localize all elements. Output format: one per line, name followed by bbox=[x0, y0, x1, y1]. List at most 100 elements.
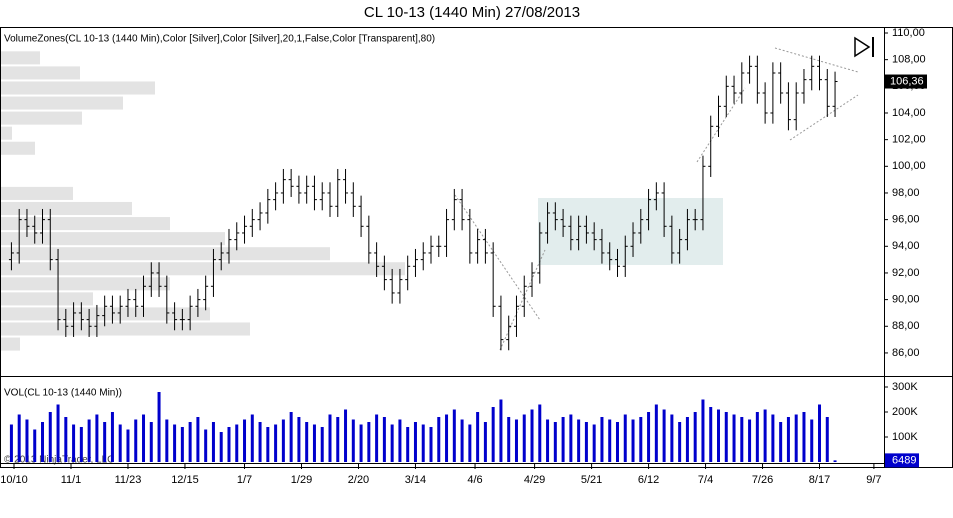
volume-bar bbox=[118, 424, 122, 462]
last-volume-label: 6489 bbox=[892, 454, 916, 466]
volume-bar bbox=[631, 419, 635, 462]
volume-bar bbox=[367, 422, 371, 462]
x-tick-label: 9/7 bbox=[866, 474, 881, 486]
volume-bar bbox=[491, 407, 495, 462]
last-price-box bbox=[885, 74, 927, 89]
volume-bar bbox=[95, 414, 99, 462]
volume-bar bbox=[670, 414, 674, 462]
volume-bar bbox=[235, 424, 239, 462]
volume-bar bbox=[709, 407, 713, 462]
trend-line bbox=[454, 194, 541, 321]
volume-bar bbox=[468, 424, 472, 462]
y-tick-label: 92,00 bbox=[892, 267, 920, 279]
volume-bar bbox=[289, 412, 293, 462]
volume-bar bbox=[615, 422, 619, 462]
scroll-icon[interactable] bbox=[854, 36, 874, 58]
volume-zone bbox=[0, 232, 225, 246]
y-tick-label: 94,00 bbox=[892, 240, 920, 252]
volume-bar bbox=[180, 427, 184, 462]
volume-bar bbox=[243, 419, 247, 462]
y-tick-label: 100,00 bbox=[892, 160, 926, 172]
y-tick-label: 96,00 bbox=[892, 214, 920, 226]
volume-bar bbox=[87, 419, 91, 462]
volume-bar bbox=[833, 460, 837, 462]
volume-zone bbox=[0, 126, 12, 140]
volume-bar bbox=[398, 419, 402, 462]
volume-bar bbox=[639, 417, 643, 462]
volume-bar bbox=[445, 414, 449, 462]
x-tick-label: 10/10 bbox=[0, 474, 28, 486]
volume-zone bbox=[0, 262, 405, 276]
x-tick-label: 7/4 bbox=[698, 474, 713, 486]
volume-bar bbox=[779, 422, 783, 462]
x-tick-label: 12/15 bbox=[171, 474, 199, 486]
y2-tick-label: 200K bbox=[892, 406, 918, 418]
volume-zone bbox=[0, 81, 155, 95]
volume-bar bbox=[382, 417, 386, 462]
volume-bar bbox=[25, 419, 29, 462]
volume-bar bbox=[196, 417, 200, 462]
x-tick-label: 8/17 bbox=[809, 474, 830, 486]
volume-label: VOL(CL 10-13 (1440 Min)) bbox=[4, 388, 122, 399]
volume-bar bbox=[258, 422, 262, 462]
volume-bar bbox=[281, 419, 285, 462]
volume-bar bbox=[530, 409, 534, 462]
trend-line bbox=[499, 249, 546, 351]
volume-bar bbox=[142, 414, 146, 462]
x-tick-label: 6/12 bbox=[638, 474, 659, 486]
x-tick-label: 7/26 bbox=[752, 474, 773, 486]
volume-bar bbox=[716, 409, 720, 462]
last-price-label: 106,36 bbox=[890, 75, 924, 87]
volume-bar bbox=[305, 422, 309, 462]
volume-bar bbox=[79, 427, 83, 462]
volume-bar bbox=[344, 409, 348, 462]
volume-bar bbox=[227, 427, 231, 462]
y-tick-label: 104,00 bbox=[892, 107, 926, 119]
volume-bar bbox=[662, 409, 666, 462]
volume-bar bbox=[413, 422, 417, 462]
volume-bar bbox=[312, 424, 316, 462]
volume-bar bbox=[701, 399, 705, 462]
volume-bar bbox=[103, 422, 107, 462]
volume-bar bbox=[678, 422, 682, 462]
y-tick-label: 88,00 bbox=[892, 320, 920, 332]
volume-bar bbox=[41, 422, 45, 462]
volume-bar bbox=[17, 414, 21, 462]
volume-bar bbox=[437, 417, 441, 462]
volume-zone bbox=[0, 277, 170, 291]
volume-bar bbox=[33, 429, 37, 462]
x-tick-label: 1/7 bbox=[237, 474, 252, 486]
y-tick-label: 90,00 bbox=[892, 294, 920, 306]
volume-bar bbox=[592, 424, 596, 462]
volume-bar bbox=[320, 427, 324, 462]
x-tick-label: 4/6 bbox=[467, 474, 482, 486]
volume-bar bbox=[406, 427, 410, 462]
y2-tick-label: 300K bbox=[892, 381, 918, 393]
volume-bar bbox=[126, 429, 130, 462]
x-tick-label: 1/29 bbox=[291, 474, 312, 486]
indicator-label: VolumeZones(CL 10-13 (1440 Min),Color [S… bbox=[4, 34, 435, 45]
volume-bar bbox=[507, 417, 511, 462]
volume-bar bbox=[771, 414, 775, 462]
last-volume-box bbox=[885, 453, 919, 468]
volume-zone bbox=[0, 186, 73, 200]
volume-bar bbox=[460, 419, 464, 462]
volume-bar bbox=[173, 424, 177, 462]
volume-bar bbox=[297, 417, 301, 462]
volume-bar bbox=[647, 412, 651, 462]
y-tick-label: 98,00 bbox=[892, 187, 920, 199]
x-tick-label: 4/29 bbox=[524, 474, 545, 486]
volume-bar bbox=[56, 404, 60, 462]
volume-bar bbox=[810, 419, 814, 462]
volume-zone bbox=[0, 66, 80, 80]
volume-bar bbox=[802, 412, 806, 462]
volume-bar bbox=[740, 417, 744, 462]
volume-bar bbox=[188, 422, 192, 462]
volume-bar bbox=[748, 419, 752, 462]
volume-bar bbox=[328, 414, 332, 462]
y-tick-label: 86,00 bbox=[892, 347, 920, 359]
rectangle-drawing bbox=[538, 198, 723, 265]
volume-bar bbox=[48, 412, 52, 462]
volume-zone bbox=[0, 292, 93, 306]
